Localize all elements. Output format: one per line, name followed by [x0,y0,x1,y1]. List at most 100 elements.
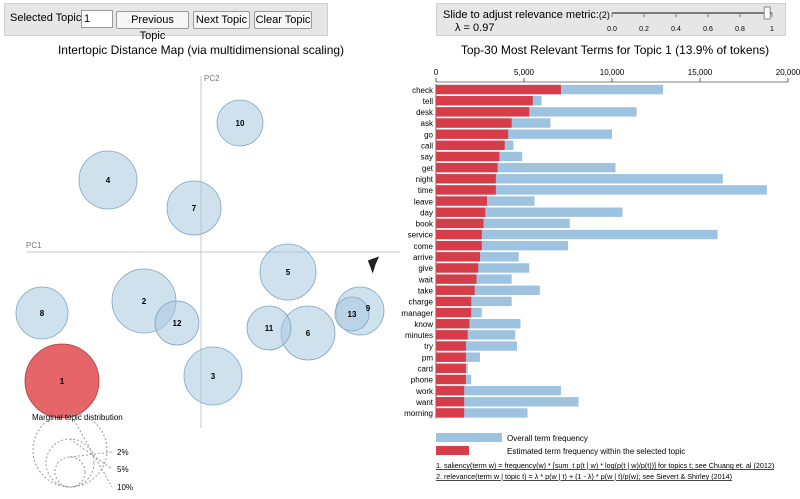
topic-frequency-bar[interactable] [436,84,561,95]
term-label[interactable]: work [415,387,434,396]
topic-frequency-bar[interactable] [436,363,466,374]
overall-frequency-bar[interactable] [436,129,612,139]
topic-frequency-bar[interactable] [436,263,479,273]
topic-frequency-bar[interactable] [436,385,465,396]
slider-tick-label: 1 [770,26,774,33]
topic-frequency-bar[interactable] [436,174,496,184]
term-label[interactable]: card [417,365,433,374]
term-label[interactable]: ask [421,119,434,128]
topic-frequency-bar[interactable] [436,285,475,295]
topic-frequency-bar[interactable] [436,240,482,251]
topic-frequency-bar[interactable] [436,107,530,117]
topic-frequency-bar[interactable] [436,229,482,240]
term-label[interactable]: leave [414,197,434,206]
topic-circle-13[interactable] [334,296,370,332]
topic-frequency-bar[interactable] [436,140,505,151]
topic-frequency-bar[interactable] [436,118,512,128]
topic-input[interactable] [81,10,113,28]
term-label[interactable]: come [413,242,433,251]
topic-frequency-bar[interactable] [436,218,484,229]
topic-frequency-bar[interactable] [436,307,472,318]
overall-frequency-bar[interactable] [436,330,516,340]
topic-frequency-bar[interactable] [436,296,472,307]
slider-thumb[interactable] [763,6,771,20]
term-label[interactable]: wait [418,275,434,284]
topic-frequency-bar[interactable] [436,374,466,385]
term-label[interactable]: minutes [405,331,433,340]
overall-frequency-bar[interactable] [436,341,517,351]
topic-circle-3[interactable] [183,346,243,406]
topic-frequency-bar[interactable] [436,196,488,206]
term-label[interactable]: book [416,220,434,229]
term-label[interactable]: get [422,164,434,173]
topic-frequency-bar[interactable] [436,207,486,217]
term-label[interactable]: manager [401,309,433,318]
term-label[interactable]: charge [409,298,434,307]
term-label[interactable]: go [424,130,433,139]
term-label[interactable]: want [415,398,434,407]
overall-frequency-bar[interactable] [436,263,530,273]
overall-frequency-bar[interactable] [436,397,579,407]
overall-frequency-bar[interactable] [436,296,512,307]
topic-circle-10[interactable] [216,99,264,147]
topic-frequency-bar[interactable] [436,397,465,407]
term-label[interactable]: morning [404,409,433,418]
overall-frequency-bar[interactable] [436,285,540,295]
lambda-readout: λ = 0.97 [455,22,495,34]
topic-circle-4[interactable] [78,150,138,210]
overall-frequency-bar[interactable] [436,107,637,117]
term-label[interactable]: service [408,231,434,240]
footnote-1[interactable]: 1. saliency(term w) = frequency(w) * [su… [436,461,774,470]
overall-frequency-bar[interactable] [436,218,570,229]
previous-topic-button[interactable]: Previous Topic [116,11,189,42]
topic-circle-12[interactable] [154,300,200,346]
term-label[interactable]: tell [423,97,433,106]
topic-frequency-bar[interactable] [436,341,466,351]
overall-frequency-bar[interactable] [436,229,718,240]
term-label[interactable]: know [414,320,433,329]
term-label[interactable]: check [412,86,434,95]
topic-frequency-bar[interactable] [436,151,500,162]
slider-tick-label: 0.0 [607,26,617,33]
topic-frequency-bar[interactable] [436,274,477,284]
overall-frequency-bar[interactable] [436,174,723,184]
relevance-slider[interactable]: 0.0 0.2 0.4 0.6 0.8 1 [597,4,777,37]
marginal-label-10: 10% [117,483,133,492]
term-label[interactable]: take [418,286,434,295]
topic-frequency-bar[interactable] [436,408,465,418]
overall-frequency-bar[interactable] [436,207,623,217]
topic-frequency-bar[interactable] [436,330,468,340]
overall-frequency-bar[interactable] [436,185,767,195]
term-label[interactable]: desk [416,108,434,117]
footnote-2[interactable]: 2. relevance(term w | topic t) = λ * p(w… [436,472,732,481]
term-label[interactable]: arrive [413,253,434,262]
clear-topic-button[interactable]: Clear Topic [254,11,312,29]
overall-frequency-bar[interactable] [436,408,528,418]
topic-circle-8[interactable] [15,286,69,340]
term-label[interactable]: say [421,153,433,162]
topic-circle-1[interactable] [24,343,100,419]
term-label[interactable]: try [424,342,433,351]
overall-frequency-bar[interactable] [436,162,616,173]
topic-frequency-bar[interactable] [436,129,509,139]
topic-circle-7[interactable] [166,180,222,236]
overall-frequency-bar[interactable] [436,240,568,251]
term-label[interactable]: call [421,142,433,151]
term-label[interactable]: give [418,264,433,273]
term-label[interactable]: pm [422,353,433,362]
topic-frequency-bar[interactable] [436,96,533,106]
topic-frequency-bar[interactable] [436,319,470,329]
term-label[interactable]: time [418,186,434,195]
overall-frequency-bar[interactable] [436,319,521,329]
term-label[interactable]: day [420,208,433,217]
term-label[interactable]: night [416,175,434,184]
topic-circle-11[interactable] [246,305,292,351]
topic-circle-5[interactable] [259,243,317,301]
topic-frequency-bar[interactable] [436,185,496,195]
topic-frequency-bar[interactable] [436,352,466,362]
term-label[interactable]: phone [411,376,434,385]
overall-frequency-bar[interactable] [436,385,561,396]
next-topic-button[interactable]: Next Topic [193,11,250,29]
topic-frequency-bar[interactable] [436,252,480,262]
topic-frequency-bar[interactable] [436,162,498,173]
